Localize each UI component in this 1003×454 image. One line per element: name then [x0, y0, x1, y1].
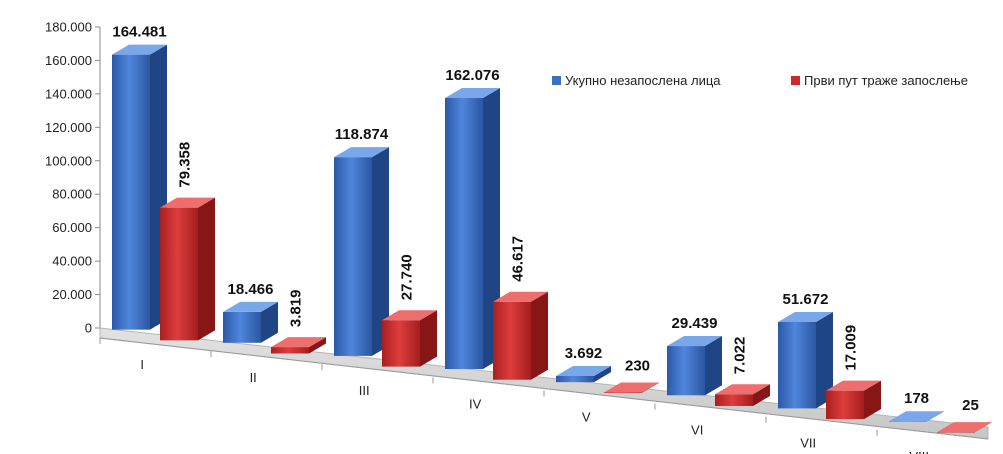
y-tick-label: 60.000 [52, 220, 92, 235]
y-tick-label: 0 [85, 321, 92, 336]
data-label-series1: 3.692 [565, 345, 603, 362]
x-category-label: V [582, 409, 591, 424]
chart-floor: IIIIIIIVVVIVIIVIII [99, 327, 989, 454]
y-tick-label: 140.000 [45, 86, 92, 101]
y-tick-label: 80.000 [52, 187, 92, 202]
y-tick-label: 20.000 [52, 287, 92, 302]
bar-series1 [334, 147, 389, 356]
legend: Укупно незапослена лица Први пут траже за… [552, 73, 968, 88]
bar-series2 [826, 380, 881, 420]
x-category-label: III [359, 383, 370, 398]
y-tick-label: 120.000 [45, 120, 92, 135]
data-label-series2: 27.740 [399, 254, 416, 300]
data-label-series1: 18.466 [228, 281, 274, 298]
bar-series2 [604, 382, 659, 393]
x-category-label: II [250, 370, 257, 385]
data-label-series1: 118.874 [335, 126, 389, 143]
axes: 0 20.000 40.000 60.000 80.000 100.000 120.000 1… [45, 20, 101, 336]
legend-label-series2: Први пут траже запослење [804, 73, 968, 88]
y-tick-label: 100.000 [45, 153, 92, 168]
legend-swatch-series2 [791, 76, 800, 85]
y-tick-label: 160.000 [45, 53, 92, 68]
floor-front-edge [99, 337, 989, 440]
bar-series2 [493, 291, 548, 380]
data-label-series1: 162.076 [445, 67, 499, 84]
data-label-series1: 29.439 [672, 315, 718, 332]
bars [112, 44, 992, 433]
x-category-label: I [140, 357, 144, 372]
data-label-series2: 79.358 [177, 142, 194, 188]
data-label-series1: 178 [904, 390, 929, 407]
bar-series2 [715, 384, 770, 406]
y-tick-label: 40.000 [52, 254, 92, 269]
data-label-series2: 7.022 [732, 337, 749, 375]
bar-series1 [112, 44, 167, 330]
bar-series2 [937, 422, 992, 433]
bar-series1 [889, 411, 944, 422]
legend-label-series1: Укупно незапослена лица [565, 73, 721, 88]
bar-series2 [382, 310, 437, 367]
data-label-series2: 25 [962, 397, 979, 414]
legend-swatch-series1 [552, 76, 561, 85]
data-label-series1: 164.481 [112, 24, 166, 41]
bar-series1 [445, 88, 500, 370]
bar-series1 [556, 365, 611, 383]
x-category-label: VIII [909, 449, 929, 454]
x-category-label: IV [469, 396, 482, 411]
bar-series1 [667, 336, 722, 396]
data-label-series2: 46.617 [510, 236, 527, 282]
data-label-series2: 230 [625, 357, 650, 374]
bar-series1 [223, 301, 278, 343]
data-label-series1: 51.672 [783, 291, 829, 308]
data-label-series2: 3.819 [288, 290, 305, 328]
x-category-label: VI [691, 423, 703, 438]
y-tick-label: 180.000 [45, 20, 92, 35]
bar-series2 [160, 197, 215, 341]
x-category-label: VII [800, 436, 816, 451]
bar-series2 [271, 337, 326, 354]
data-labels: 164.481 79.358 18.466 3.819 118.874 27.740 162… [112, 24, 978, 415]
data-label-series2: 17.009 [843, 325, 860, 371]
bar-series1 [778, 312, 833, 409]
